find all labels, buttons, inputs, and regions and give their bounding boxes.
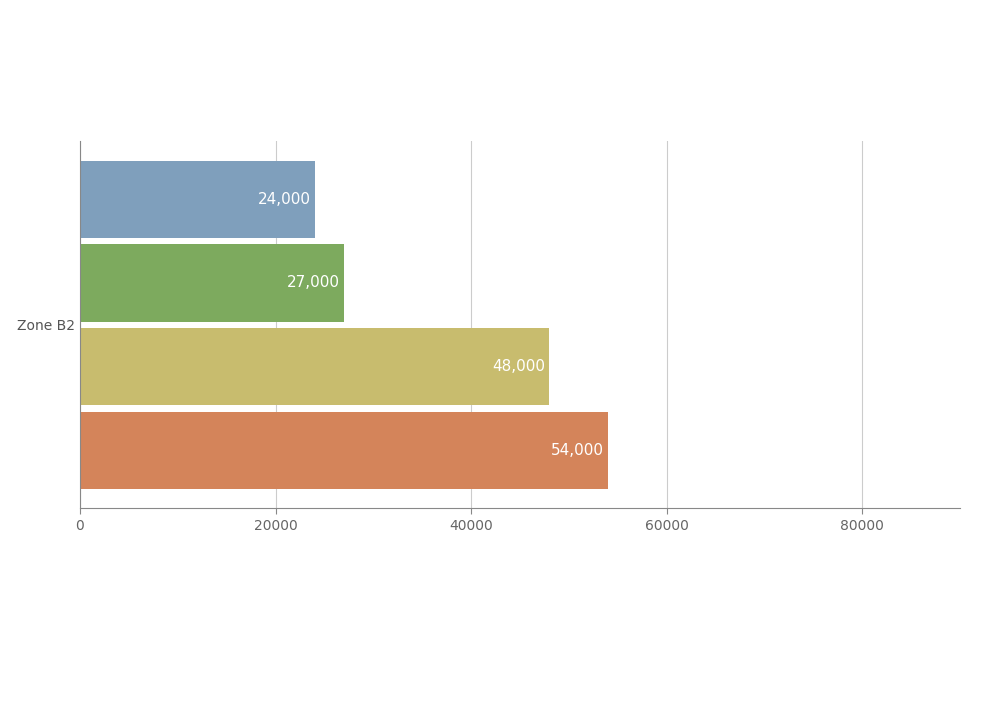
Text: 54,000: 54,000 [551,443,604,458]
Bar [80,244,344,321]
Text: 27,000: 27,000 [287,275,340,290]
Text: 24,000: 24,000 [258,191,311,207]
Bar [80,328,549,405]
Bar [80,412,608,489]
Bar [80,160,315,238]
Legend: Célibataire jusqu'au 31 Décembre 2015, Couple - 2 Enfants a charge jusqu'au 31 D: Célibataire jusqu'au 31 Décembre 2015, C… [87,0,837,4]
Text: 48,000: 48,000 [492,359,545,374]
